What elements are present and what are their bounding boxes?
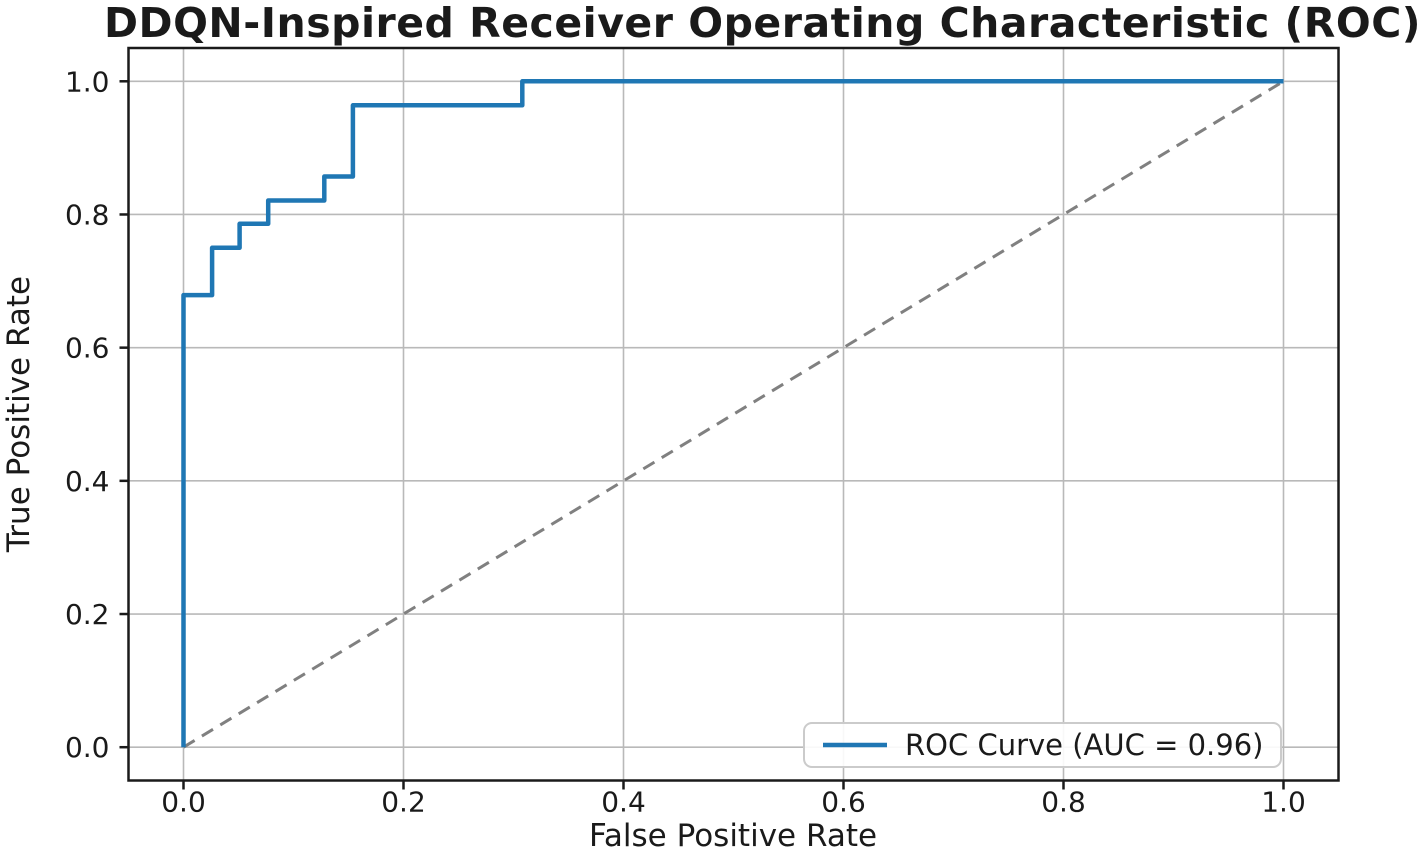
y-tick-label: 0.4: [65, 465, 110, 498]
x-tick-label: 1.0: [1261, 786, 1306, 819]
y-tick-label: 1.0: [65, 65, 110, 98]
y-axis-label: True Positive Rate: [1, 275, 37, 553]
x-axis-label: False Positive Rate: [588, 818, 878, 854]
x-tick-label: 0.8: [1041, 786, 1086, 819]
chart-title: DDQN-Inspired Receiver Operating Charact…: [104, 0, 1418, 47]
legend-line-sample-icon: [823, 742, 887, 748]
chance-diagonal-line: [182, 80, 1285, 749]
legend-label: ROC Curve (AUC = 0.96): [905, 728, 1264, 762]
grid-layer: [128, 48, 1339, 781]
x-tick-label: 0.6: [821, 786, 866, 819]
series-layer: [181, 79, 1285, 749]
legend: ROC Curve (AUC = 0.96): [803, 722, 1283, 768]
x-tick-label: 0.2: [381, 786, 426, 819]
spine-layer: [127, 46, 1340, 782]
plot-border: [127, 46, 1340, 782]
x-tick-label: 0.4: [601, 786, 646, 819]
y-tick-label: 0.6: [65, 332, 110, 365]
x-tick-label: 0.0: [161, 786, 206, 819]
y-tick-label: 0.8: [65, 198, 110, 231]
roc-curve-line: [181, 79, 1284, 748]
y-tick-label: 0.0: [65, 731, 110, 764]
y-tick-label: 0.2: [65, 598, 110, 631]
tick-layer: 0.0 0.2 0.4 0.6 0.8 1.0 0.0 0.2 0.4 0.6 0.8 1.0: [65, 65, 1306, 818]
